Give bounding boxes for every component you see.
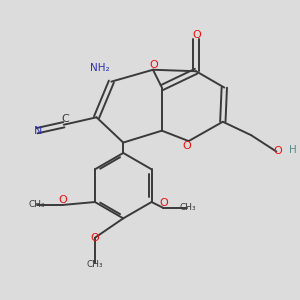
Text: CH₃: CH₃ bbox=[87, 260, 103, 269]
Text: O: O bbox=[273, 146, 282, 157]
Text: O: O bbox=[149, 60, 158, 70]
Text: CH₃: CH₃ bbox=[179, 203, 196, 212]
Text: O: O bbox=[91, 233, 99, 243]
Text: C: C bbox=[61, 114, 69, 124]
Text: N: N bbox=[34, 126, 43, 136]
Text: O: O bbox=[58, 195, 67, 205]
Text: CH₃: CH₃ bbox=[28, 200, 45, 209]
Text: H: H bbox=[289, 145, 296, 155]
Text: O: O bbox=[160, 198, 168, 208]
Text: O: O bbox=[192, 30, 201, 40]
Text: O: O bbox=[183, 141, 191, 152]
Text: NH₂: NH₂ bbox=[90, 63, 110, 73]
